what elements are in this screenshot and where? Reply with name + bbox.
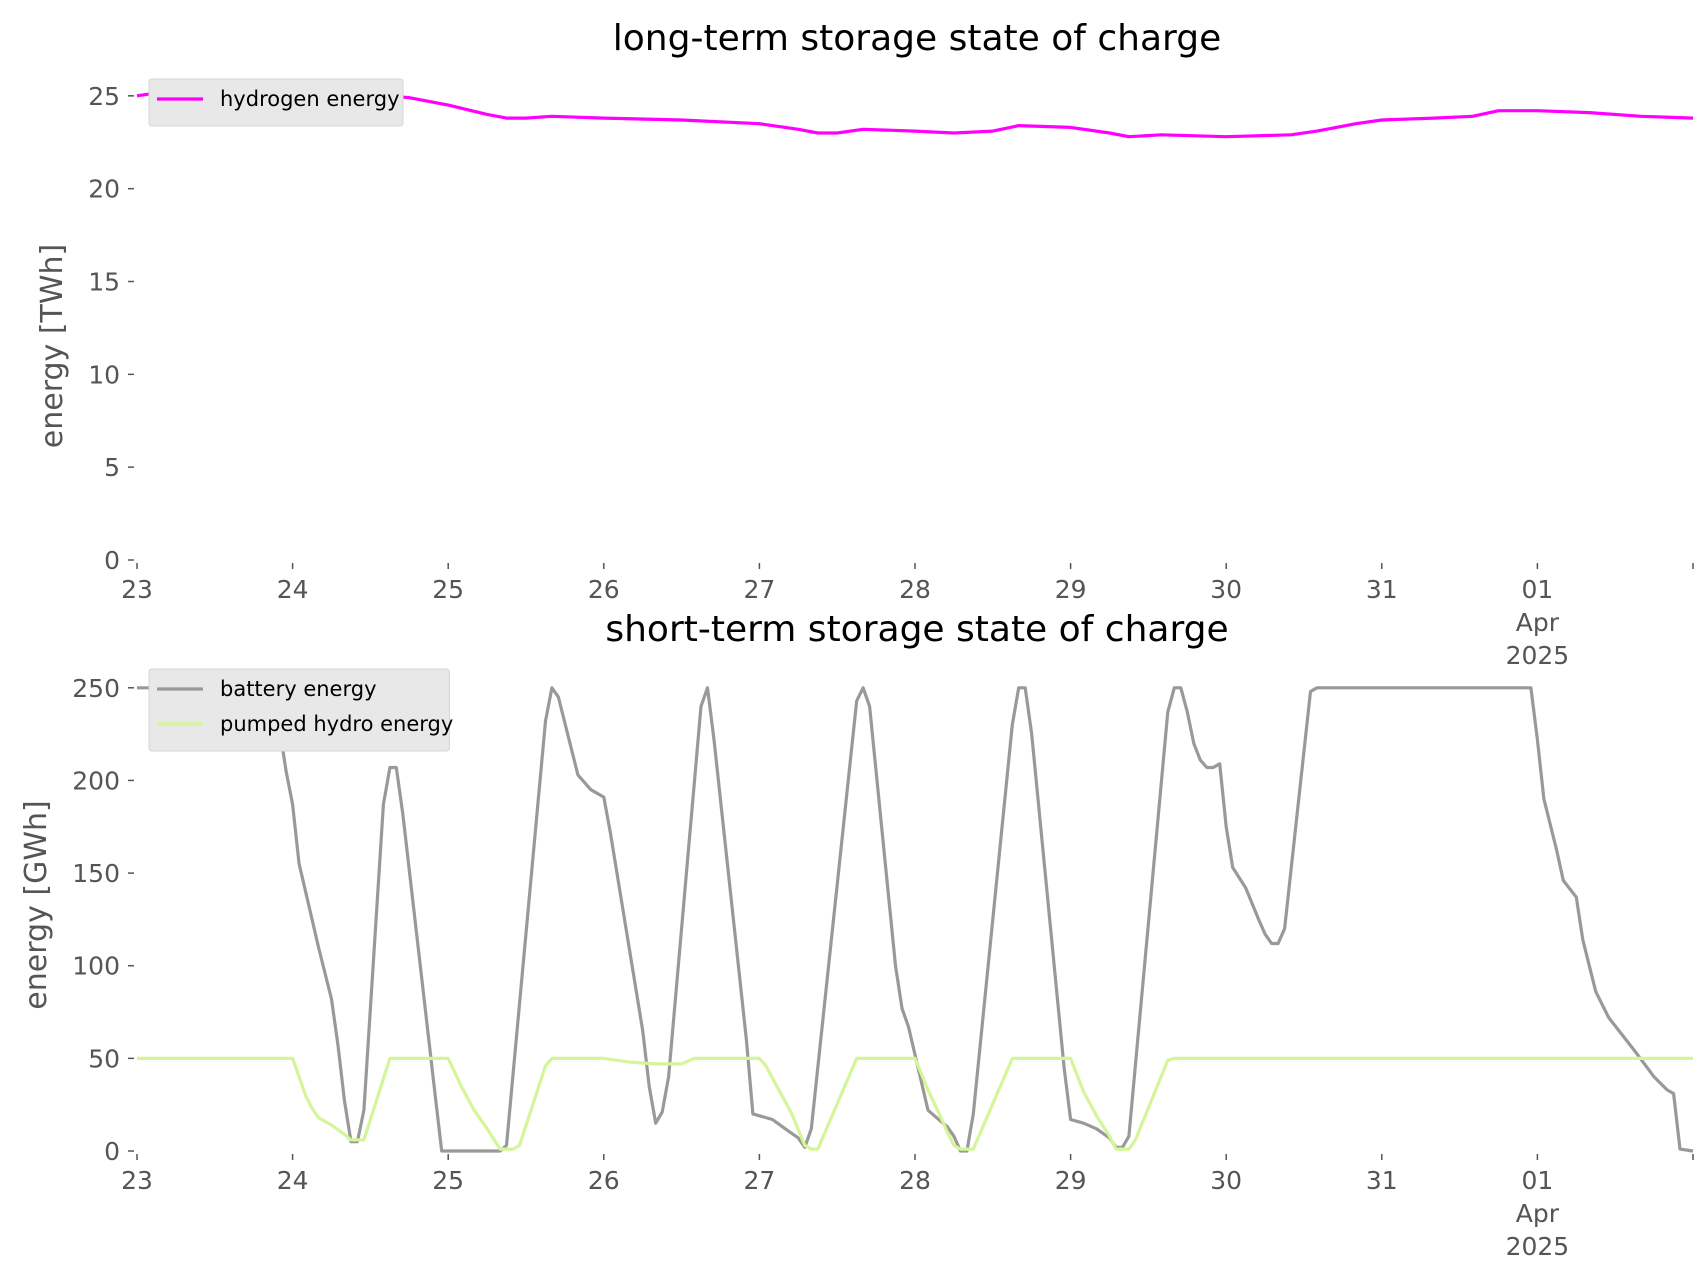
- x-tick-label: 28: [899, 575, 931, 604]
- legend: hydrogen energy: [148, 78, 404, 127]
- y-tick-label: 150: [72, 859, 120, 888]
- y-tick-label: 5: [104, 453, 120, 482]
- short-term-storage-chart: short-term storage state of charge energ…: [19, 609, 1694, 1261]
- x-tick-label: Apr: [1516, 608, 1560, 637]
- y-ticks: 0 50 100 150 200 250: [72, 674, 134, 1166]
- x-tick-label: 01: [1521, 575, 1553, 604]
- chart-title: long-term storage state of charge: [613, 18, 1221, 59]
- legend-label: hydrogen energy: [220, 87, 400, 111]
- y-tick-label: 0: [104, 1137, 120, 1166]
- x-tick-label: 24: [277, 575, 309, 604]
- x-tick-label: 29: [1055, 1166, 1087, 1195]
- y-tick-label: 25: [88, 82, 120, 111]
- series-lines: [137, 686, 1694, 1153]
- y-ticks: 0 5 10 15 20 25: [88, 82, 134, 575]
- y-tick-label: 10: [88, 360, 120, 389]
- x-tick-label: 26: [588, 1166, 620, 1195]
- x-tick-label: 27: [743, 1166, 775, 1195]
- y-tick-label: 200: [72, 766, 120, 795]
- x-tick-label: 30: [1210, 1166, 1242, 1195]
- x-tick-label: 29: [1055, 575, 1087, 604]
- y-tick-label: 100: [72, 952, 120, 981]
- y-axis-label: energy [GWh]: [19, 800, 54, 1009]
- x-tick-label: 27: [743, 575, 775, 604]
- legend-box: [148, 78, 404, 127]
- x-tick-label: 31: [1366, 1166, 1398, 1195]
- series-line: [137, 1056, 1693, 1151]
- y-tick-label: 50: [88, 1044, 120, 1073]
- x-tick-label: 2025: [1506, 641, 1570, 670]
- x-tick-label: 25: [432, 1166, 464, 1195]
- y-tick-label: 20: [88, 175, 120, 204]
- x-tick-label: 28: [899, 1166, 931, 1195]
- x-tick-label: 26: [588, 575, 620, 604]
- legend: battery energy pumped hydro energy: [148, 668, 453, 752]
- x-tick-label: 24: [277, 1166, 309, 1195]
- y-axis-label: energy [TWh]: [35, 244, 70, 448]
- x-ticks: 23 24 25 26 27 28 29 30 31 01 Apr 2025: [121, 563, 1694, 670]
- chart-title: short-term storage state of charge: [605, 609, 1228, 650]
- x-tick-label: 2025: [1506, 1232, 1570, 1261]
- x-tick-label: 01: [1521, 1166, 1553, 1195]
- long-term-storage-chart: long-term storage state of charge energy…: [35, 18, 1694, 670]
- x-tick-label: 23: [121, 575, 153, 604]
- legend-box: [148, 668, 450, 752]
- x-tick-label: 30: [1210, 575, 1242, 604]
- x-ticks: 23 24 25 26 27 28 29 30 31 01 Apr 2025: [121, 1154, 1694, 1261]
- x-tick-label: 31: [1366, 575, 1398, 604]
- y-tick-label: 250: [72, 674, 120, 703]
- y-tick-label: 0: [104, 546, 120, 575]
- x-tick-label: Apr: [1516, 1199, 1560, 1228]
- series-line: [137, 686, 1694, 1153]
- legend-label: battery energy: [220, 677, 377, 701]
- legend-label: pumped hydro energy: [220, 712, 453, 736]
- x-tick-label: 23: [121, 1166, 153, 1195]
- y-tick-label: 15: [88, 268, 120, 297]
- x-tick-label: 25: [432, 575, 464, 604]
